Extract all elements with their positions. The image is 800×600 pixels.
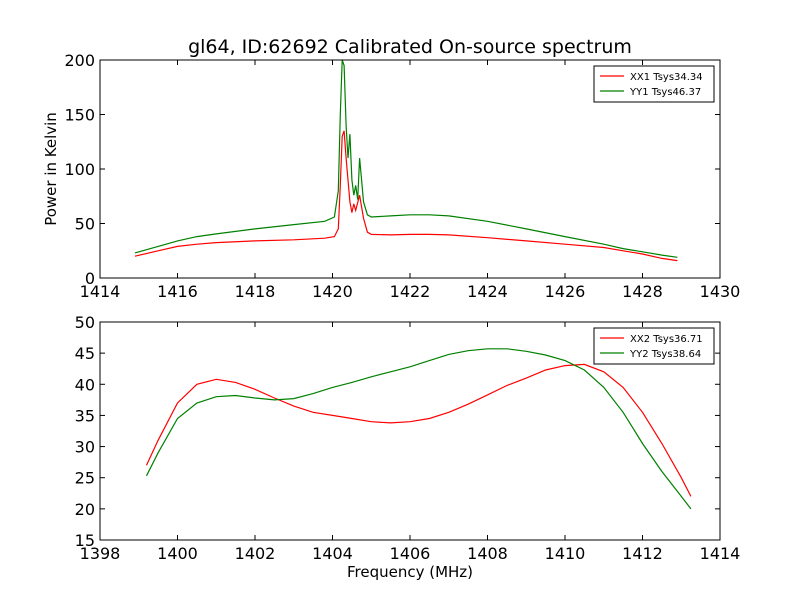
legend: XX2 Tsys36.71 YY2 Tsys38.64 bbox=[593, 327, 715, 365]
series-line-2 bbox=[134, 59, 678, 258]
chart-title: gl64, ID:62692 Calibrated On-source spec… bbox=[188, 36, 632, 58]
legend-box bbox=[593, 65, 715, 103]
y-tick-label: 15 bbox=[75, 531, 95, 550]
y-tick-label: 30 bbox=[75, 438, 95, 457]
series-line-1 bbox=[134, 130, 678, 262]
y-tick-label: 200 bbox=[64, 51, 95, 70]
x-tick-label: 1424 bbox=[467, 282, 508, 301]
y-tick-label: 100 bbox=[64, 160, 95, 179]
y-tick-label: 40 bbox=[75, 375, 95, 394]
x-tick-label: 1426 bbox=[545, 282, 586, 301]
y-tick-label: 150 bbox=[64, 106, 95, 125]
x-tick-label: 1408 bbox=[467, 544, 508, 563]
legend-label-1: XX2 Tsys36.71 bbox=[630, 334, 703, 345]
series-line-1 bbox=[145, 363, 692, 497]
x-tick-label: 1430 bbox=[700, 282, 741, 301]
legend-label-2: YY2 Tsys38.64 bbox=[629, 349, 701, 360]
y-axis-label: Power in Kelvin bbox=[42, 112, 60, 226]
x-tick-label: 1422 bbox=[390, 282, 431, 301]
y-tick-label: 35 bbox=[75, 406, 95, 425]
legend-label-1: XX1 Tsys34.34 bbox=[630, 72, 703, 83]
y-tick-label: 20 bbox=[75, 500, 95, 519]
y-tick-label: 0 bbox=[85, 269, 95, 288]
x-tick-label: 1402 bbox=[235, 544, 276, 563]
x-tick-label: 1420 bbox=[312, 282, 353, 301]
x-tick-label: 1414 bbox=[700, 544, 741, 563]
x-tick-label: 1398 bbox=[80, 544, 121, 563]
x-tick-label: 1406 bbox=[390, 544, 431, 563]
legend-box bbox=[593, 327, 715, 365]
x-tick-label: 1416 bbox=[157, 282, 198, 301]
y-tick-label: 50 bbox=[75, 215, 95, 234]
legend-label-2: YY1 Tsys46.37 bbox=[629, 87, 701, 98]
y-tick-label: 50 bbox=[75, 313, 95, 332]
x-tick-label: 1428 bbox=[622, 282, 663, 301]
x-tick-label: 1414 bbox=[80, 282, 121, 301]
bottom-plot: 1398 1400 1402 1404 1406 1408 1410 1412 1414 15 20… bbox=[75, 313, 741, 581]
y-tick-label: 45 bbox=[75, 344, 95, 363]
series-line-2 bbox=[145, 348, 692, 510]
y-tick-label: 25 bbox=[75, 469, 95, 488]
x-tick-label: 1400 bbox=[157, 544, 198, 563]
top-plot: 1414 1416 1418 1420 1422 1424 1426 1428 1430 0 50 1… bbox=[42, 51, 740, 301]
x-tick-label: 1418 bbox=[235, 282, 276, 301]
x-tick-label: 1412 bbox=[622, 544, 663, 563]
x-tick-label: 1404 bbox=[312, 544, 353, 563]
legend: XX1 Tsys34.34 YY1 Tsys46.37 bbox=[593, 65, 715, 103]
x-tick-label: 1410 bbox=[545, 544, 586, 563]
x-axis-label: Frequency (MHz) bbox=[347, 563, 473, 581]
